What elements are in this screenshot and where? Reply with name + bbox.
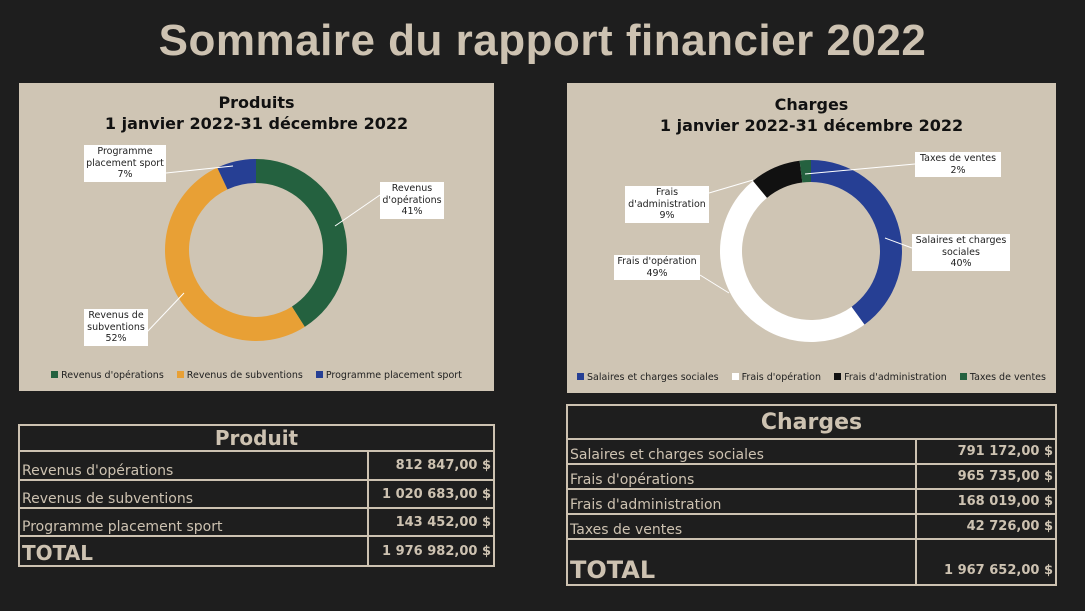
slice-revenus-de-subventions bbox=[165, 167, 305, 341]
total-row: TOTAL 1 976 982,00 $ bbox=[17, 535, 495, 567]
charges-chart-panel: Charges 1 janvier 2022-31 décembre 2022 … bbox=[567, 83, 1056, 393]
charges-legend: Salaires et charges sociales Frais d'opé… bbox=[567, 372, 1056, 383]
leader-line bbox=[884, 237, 913, 249]
table-row: Programme placement sport 143 452,00 $ bbox=[17, 507, 495, 537]
legend-item-programme-placement-sport: Programme placement sport bbox=[315, 370, 462, 381]
slice-salaires-et-charges-sociales bbox=[811, 160, 902, 325]
row-value: 812 847,00 $ bbox=[367, 450, 495, 481]
slice-revenus-d-op-rations bbox=[256, 159, 348, 327]
table-row: Revenus de subventions 1 020 683,00 $ bbox=[17, 479, 495, 509]
row-label: Salaires et charges sociales bbox=[565, 438, 918, 465]
total-value: 1 976 982,00 $ bbox=[367, 535, 495, 567]
callout-salaires-charges-sociales: Salaires et charges sociales 40% bbox=[912, 234, 1010, 271]
produits-legend: Revenus d'opérations Revenus de subventi… bbox=[19, 370, 494, 381]
row-label: Taxes de ventes bbox=[565, 513, 918, 540]
leader-line bbox=[708, 179, 754, 194]
table-row: Frais d'opérations 965 735,00 $ bbox=[565, 463, 1057, 490]
row-label: Programme placement sport bbox=[17, 507, 370, 537]
table-row: Salaires et charges sociales 791 172,00 … bbox=[565, 438, 1057, 465]
legend-item-frais-operation: Frais d'opération bbox=[731, 372, 821, 383]
callout-revenus-operations: Revenus d'opérations 41% bbox=[380, 182, 444, 219]
charges-chart-subtitle: 1 janvier 2022-31 décembre 2022 bbox=[659, 116, 964, 135]
produits-chart-subtitle: 1 janvier 2022-31 décembre 2022 bbox=[104, 114, 409, 133]
charges-doughnut-chart bbox=[699, 160, 916, 343]
produits-chart-title: Produits bbox=[218, 93, 295, 112]
row-value: 42 726,00 $ bbox=[915, 513, 1057, 540]
leader-line bbox=[146, 292, 185, 333]
row-value: 143 452,00 $ bbox=[367, 507, 495, 537]
slice-taxes-de-ventes bbox=[799, 160, 811, 183]
legend-item-salaires: Salaires et charges sociales bbox=[577, 372, 719, 383]
row-value: 1 020 683,00 $ bbox=[367, 479, 495, 509]
legend-item-revenus-subventions: Revenus de subventions bbox=[176, 370, 303, 381]
total-row: TOTAL 1 967 652,00 $ bbox=[565, 538, 1057, 586]
produits-chart-panel: Produits 1 janvier 2022-31 décembre 2022… bbox=[19, 83, 494, 391]
total-value: 1 967 652,00 $ bbox=[915, 538, 1057, 586]
row-label: Revenus de subventions bbox=[17, 479, 370, 509]
row-label: Frais d'administration bbox=[565, 488, 918, 515]
charges-table: Charges Salaires et charges sociales 791… bbox=[565, 404, 1057, 586]
row-label: Frais d'opérations bbox=[565, 463, 918, 490]
leader-line bbox=[804, 163, 916, 175]
callout-frais-operation: Frais d'opération 49% bbox=[614, 255, 700, 280]
row-label: Revenus d'opérations bbox=[17, 450, 370, 481]
callout-revenus-subventions: Revenus de subventions 52% bbox=[84, 309, 148, 346]
charges-chart-title: Charges bbox=[774, 95, 849, 114]
table-row: Taxes de ventes 42 726,00 $ bbox=[565, 513, 1057, 540]
row-value: 965 735,00 $ bbox=[915, 463, 1057, 490]
callout-taxes-ventes: Taxes de ventes 2% bbox=[915, 152, 1001, 177]
table-row: Revenus d'opérations 812 847,00 $ bbox=[17, 450, 495, 481]
produits-doughnut-chart bbox=[146, 159, 381, 341]
leader-line bbox=[334, 194, 381, 227]
row-value: 168 019,00 $ bbox=[915, 488, 1057, 515]
legend-item-taxes-ventes: Taxes de ventes bbox=[959, 372, 1046, 383]
table-row: Frais d'administration 168 019,00 $ bbox=[565, 488, 1057, 515]
leader-line bbox=[165, 165, 234, 174]
total-label: TOTAL bbox=[565, 538, 918, 586]
callout-programme-placement-sport: Programme placement sport 7% bbox=[84, 145, 166, 182]
legend-item-frais-administration: Frais d'administration bbox=[834, 372, 947, 383]
slice-frais-d-administration bbox=[752, 160, 803, 198]
charges-table-header: Charges bbox=[566, 404, 1057, 440]
total-label: TOTAL bbox=[17, 535, 370, 567]
callout-frais-administration: Frais d'administration 9% bbox=[625, 186, 709, 223]
leader-line bbox=[699, 274, 730, 294]
page-title: Sommaire du rapport financier 2022 bbox=[158, 16, 927, 65]
row-value: 791 172,00 $ bbox=[915, 438, 1057, 465]
legend-item-revenus-operations: Revenus d'opérations bbox=[51, 370, 164, 381]
produit-table-header: Produit bbox=[18, 424, 495, 452]
slice-frais-d-op-ration bbox=[719, 180, 865, 343]
produit-table: Produit Revenus d'opérations 812 847,00 … bbox=[17, 424, 495, 567]
